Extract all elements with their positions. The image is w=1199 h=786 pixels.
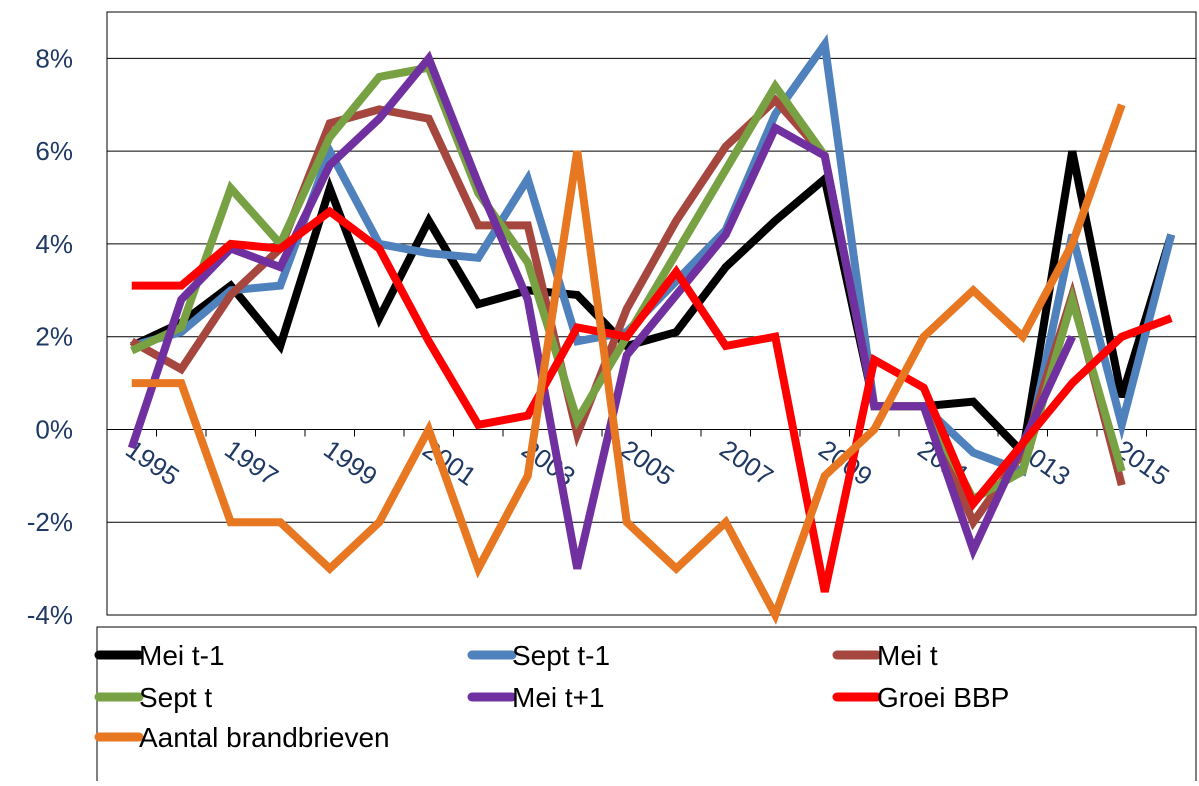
legend-label: Aantal brandbrieven (139, 722, 390, 753)
legend-box (96, 626, 1197, 786)
legend-label: Mei t+1 (512, 682, 605, 713)
data-line (131, 103, 1126, 625)
x-tick-label: 1999 (318, 434, 383, 492)
y-tick-label: 0% (35, 414, 73, 444)
data-line (131, 206, 1173, 593)
y-tick-label: -2% (27, 507, 73, 537)
x-tick-label: 2007 (714, 434, 779, 492)
data-line (127, 50, 1076, 570)
x-tick-label: 1997 (219, 434, 284, 492)
data-line (130, 150, 1176, 462)
legend-label: Sept t (139, 682, 212, 713)
plot-border (106, 11, 1197, 616)
legend-label: Mei t-1 (139, 640, 225, 671)
y-tick-label: 4% (35, 229, 73, 259)
y-tick-label: 6% (35, 136, 73, 166)
legend-label: Mei t (877, 640, 938, 671)
y-tick-label: -4% (27, 600, 73, 630)
legend-label: Sept t-1 (512, 640, 610, 671)
y-tick-label: 8% (35, 43, 73, 73)
y-tick-label: 2% (35, 322, 73, 352)
legend-label: Groei BBP (877, 682, 1009, 713)
